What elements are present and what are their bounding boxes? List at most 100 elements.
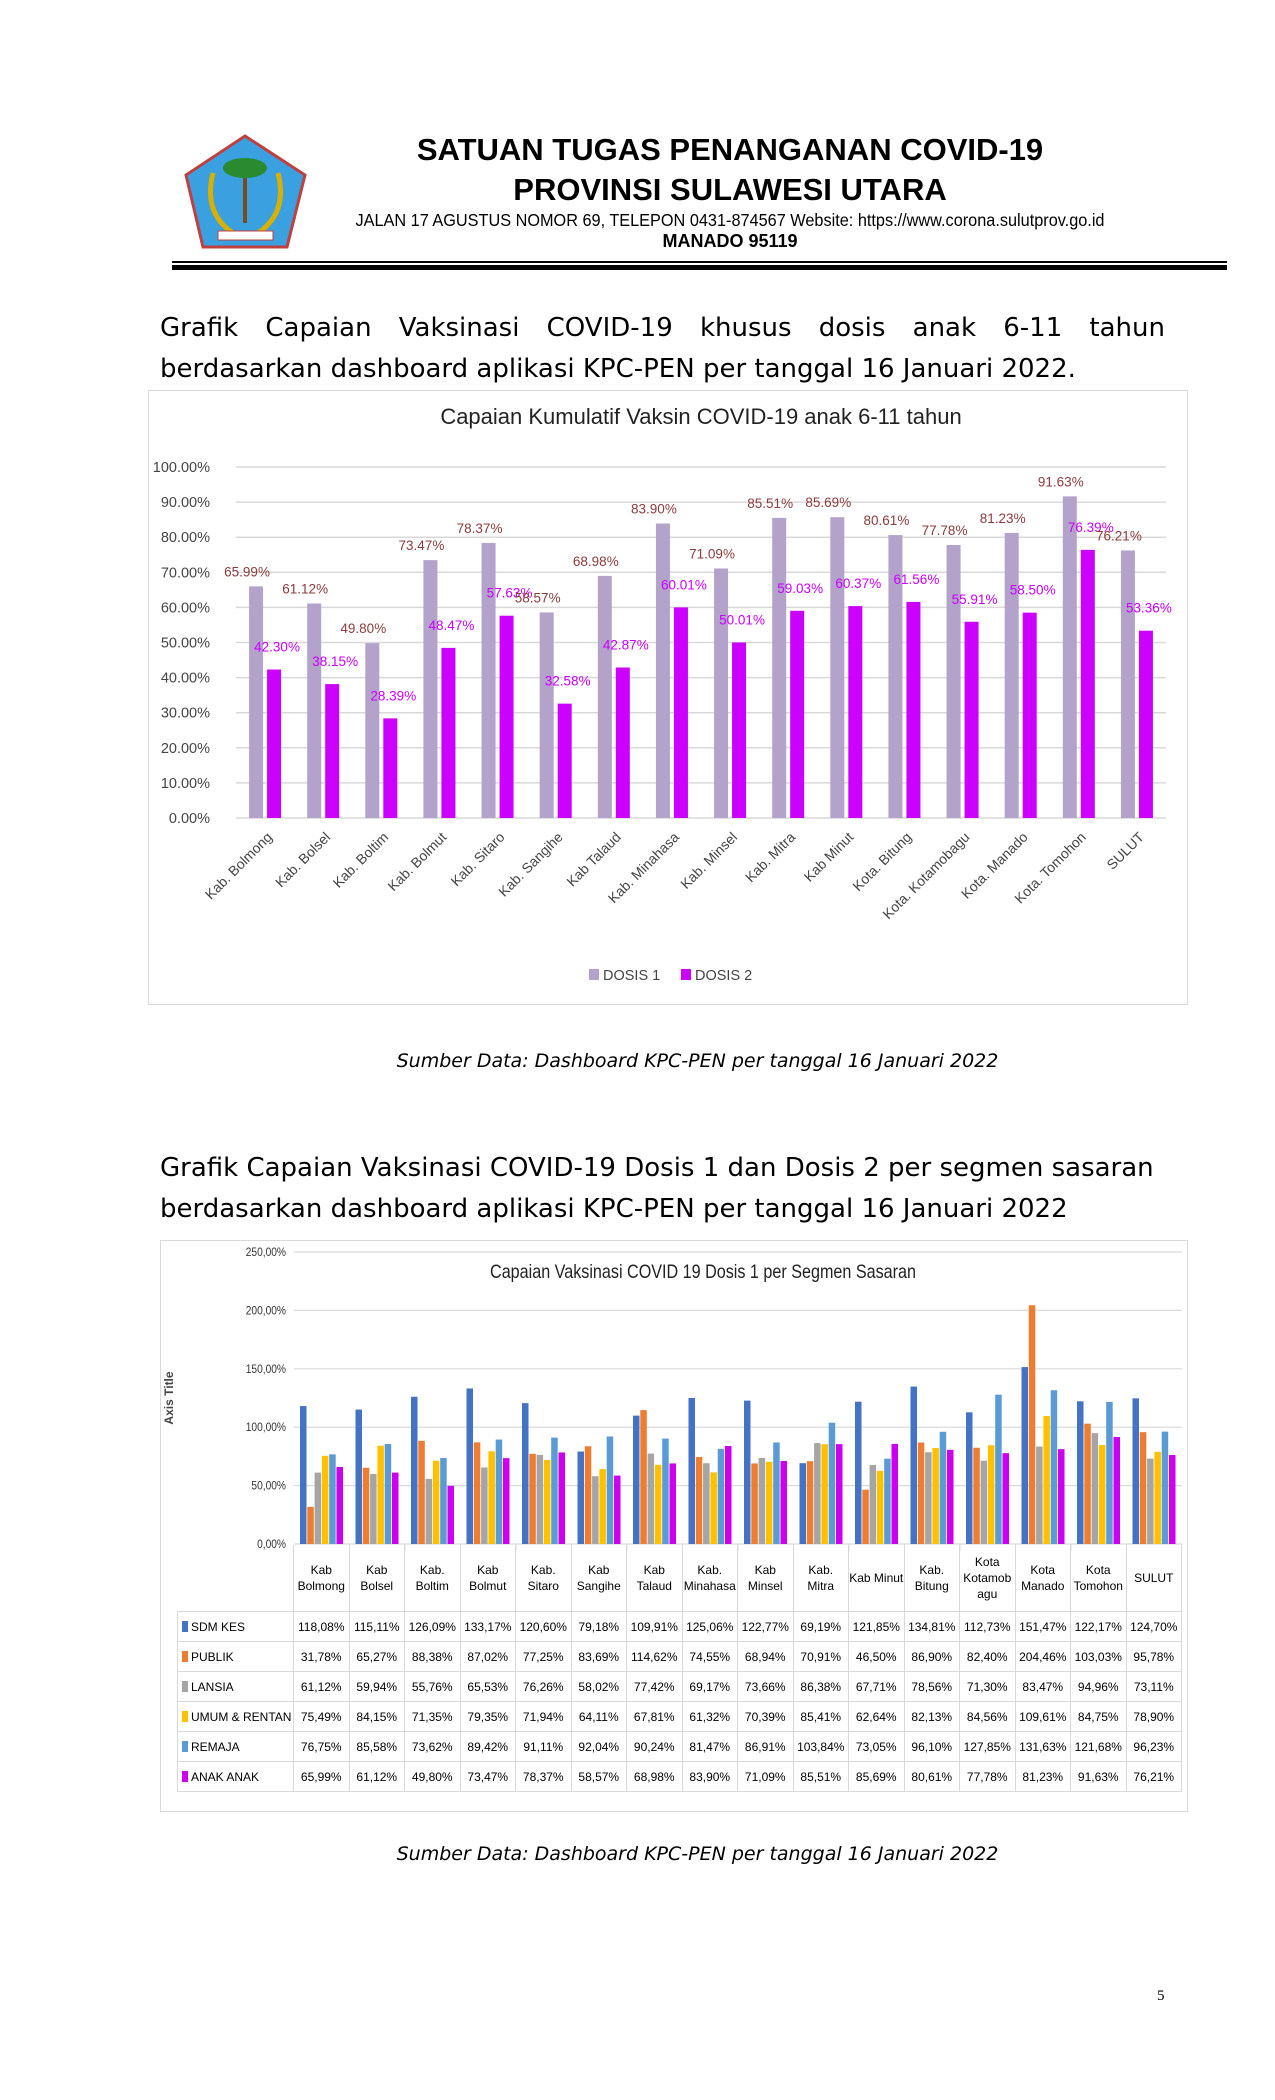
chart2-bar-sdm-kes — [633, 1415, 640, 1544]
chart2-bar-remaja — [828, 1422, 836, 1544]
chart2-bar-anak-anak — [614, 1475, 621, 1544]
table-cell: 73,62% — [404, 1731, 461, 1762]
section2-paragraph-line1: Grafik Capaian Vaksinasi COVID-19 Dosis … — [160, 1153, 1154, 1183]
chart2-bar-umum-rentan — [377, 1445, 384, 1544]
chart2-ytick-label: 0,00% — [257, 1538, 286, 1551]
chart2-bar-remaja — [662, 1438, 669, 1544]
chart2-bar-lansia — [703, 1463, 710, 1544]
table-cell: 79,18% — [570, 1611, 627, 1642]
chart1-legend-swatch — [681, 969, 691, 980]
table-cell: 65,27% — [348, 1641, 405, 1672]
chart1-data-label: 83.90% — [631, 502, 677, 517]
chart2-bar-publik — [584, 1446, 592, 1544]
series-name: PUBLIK — [191, 1649, 234, 1664]
chart2-bar-umum-rentan — [932, 1448, 939, 1544]
chart2-bar-lansia — [314, 1472, 322, 1544]
chart2-bar-sdm-kes — [799, 1463, 806, 1544]
table-cell: 83,47% — [1014, 1671, 1071, 1702]
chart1-ytick-label: 100.00% — [153, 460, 210, 476]
chart1-bar-dosis-2 — [267, 669, 282, 818]
legend-swatch — [182, 1740, 188, 1752]
series-name: ANAK ANAK — [191, 1769, 260, 1784]
chart2-bar-anak-anak — [392, 1472, 399, 1544]
table-category-header: Kab. Bitung — [903, 1545, 960, 1612]
chart2-bar-remaja — [884, 1458, 891, 1544]
table-cell: 65,99% — [293, 1761, 350, 1792]
table-cell: 61,12% — [293, 1671, 350, 1702]
chart2-bar-lansia — [869, 1464, 877, 1544]
table-cell: 120,60% — [515, 1611, 572, 1642]
table-cell: 58,57% — [570, 1761, 627, 1792]
chart2-bar-remaja — [717, 1448, 725, 1544]
chart1-bar-dosis-1 — [714, 568, 729, 818]
chart2-bar-anak-anak — [891, 1443, 898, 1544]
table-cell: 91,11% — [515, 1731, 572, 1762]
chart1-bar-dosis-1 — [655, 523, 670, 818]
chart2-bar-lansia — [647, 1453, 655, 1544]
chart2-bar-lansia — [980, 1460, 988, 1544]
chart1-bar-dosis-2 — [1138, 630, 1153, 818]
table-series-label: PUBLIK — [177, 1641, 294, 1672]
table-cell: 83,69% — [570, 1641, 627, 1672]
chart2-bar-umum-rentan — [710, 1472, 717, 1544]
chart1-bar-dosis-1 — [423, 560, 438, 818]
page-number: 5 — [1157, 1988, 1165, 2004]
chart2-bar-remaja — [329, 1454, 336, 1544]
org-subtitle: PROVINSI SULAWESI UTARA — [513, 172, 947, 207]
table-cell: 121,68% — [1070, 1731, 1127, 1762]
chart1-data-label: 57.63% — [487, 586, 533, 601]
chart1-bar-dosis-1 — [830, 517, 845, 818]
header-divider-thick — [172, 265, 1227, 270]
section1-paragraph-line1: Grafik Capaian Vaksinasi COVID-19 khusus… — [160, 313, 1165, 343]
table-cell: 109,61% — [1014, 1701, 1071, 1732]
table-category-header: Kab. Boltim — [404, 1545, 461, 1612]
table-cell: 92,04% — [570, 1731, 627, 1762]
chart1-xtick-label: SULUT — [1103, 828, 1147, 872]
chart2-bar-anak-anak — [558, 1452, 565, 1544]
table-cell: 81,47% — [681, 1731, 738, 1762]
section2-paragraph: Grafik Capaian Vaksinasi COVID-19 Dosis … — [160, 1148, 1165, 1230]
chart2-bar-lansia — [592, 1476, 599, 1544]
chart1-bar-dosis-1 — [539, 612, 554, 818]
chart2-bar-remaja — [495, 1439, 503, 1544]
table-cell: 127,85% — [959, 1731, 1016, 1762]
chart1-data-label: 77.78% — [922, 523, 968, 538]
table-cell: 67,81% — [626, 1701, 683, 1732]
chart2-bar-sdm-kes — [466, 1388, 473, 1544]
chart2-bar-lansia — [1036, 1446, 1043, 1544]
table-cell: 124,70% — [1125, 1611, 1182, 1642]
table-category-header: Kab. Sitaro — [515, 1545, 572, 1612]
chart2-bar-sdm-kes — [688, 1397, 695, 1544]
chart2-bar-anak-anak — [669, 1463, 676, 1544]
chart2-bar-publik — [1028, 1305, 1036, 1544]
table-header-row: Kab Bolmong Kab Bolsel Kab. Boltim Kab Bolm… — [178, 1545, 1182, 1612]
chart2-bar-sdm-kes — [355, 1409, 362, 1544]
table-row: UMUM & RENTAN 75,49% 84,15% 71,35% 79,35% 71,… — [177, 1701, 1182, 1732]
chart2-bar-sdm-kes — [1021, 1367, 1028, 1544]
chart2-bar-remaja — [1050, 1390, 1058, 1544]
chart2-bar-umum-rentan — [876, 1470, 884, 1544]
table-cell: 85,58% — [348, 1731, 405, 1762]
table-series-label: UMUM & RENTAN — [177, 1701, 294, 1732]
chart1-ytick-label: 20.00% — [161, 741, 210, 757]
table-row: LANSIA 61,12% 59,94% 55,76% 65,53% 76,26% 58,0… — [177, 1671, 1182, 1702]
chart2-bar-publik — [473, 1442, 481, 1544]
table-category-header: Kota Tomohon — [1070, 1545, 1127, 1612]
table-row: REMAJA 76,75% 85,58% 73,62% 89,42% 91,11% 92,0… — [177, 1731, 1182, 1762]
table-cell: 62,64% — [848, 1701, 905, 1732]
chart2-title: Capaian Vaksinasi COVID 19 Dosis 1 per S… — [490, 1261, 916, 1283]
chart2-ytick-label: 150,00% — [246, 1363, 286, 1376]
chart1-bar-dosis-1 — [1062, 496, 1077, 818]
table-corner — [178, 1545, 294, 1612]
chart1-xtick-label: Kab Minut — [801, 829, 857, 885]
table-category-header: Kab Talaud — [626, 1545, 683, 1612]
chart2-bar-umum-rentan — [432, 1460, 440, 1544]
chart2-bar-lansia — [370, 1473, 377, 1544]
chart2-bar-lansia — [925, 1452, 932, 1544]
chart1-data-label: 59.03% — [777, 581, 823, 596]
table-cell: 73,66% — [737, 1671, 794, 1702]
table-row: SDM KES 118,08% 115,11% 126,09% 133,17% 120,6… — [177, 1611, 1182, 1642]
chart1-xtick-label: Kab. Boltim — [329, 829, 391, 891]
org-title: SATUAN TUGAS PENANGANAN COVID-19 — [416, 132, 1044, 167]
chart2-bar-sdm-kes — [300, 1406, 307, 1544]
